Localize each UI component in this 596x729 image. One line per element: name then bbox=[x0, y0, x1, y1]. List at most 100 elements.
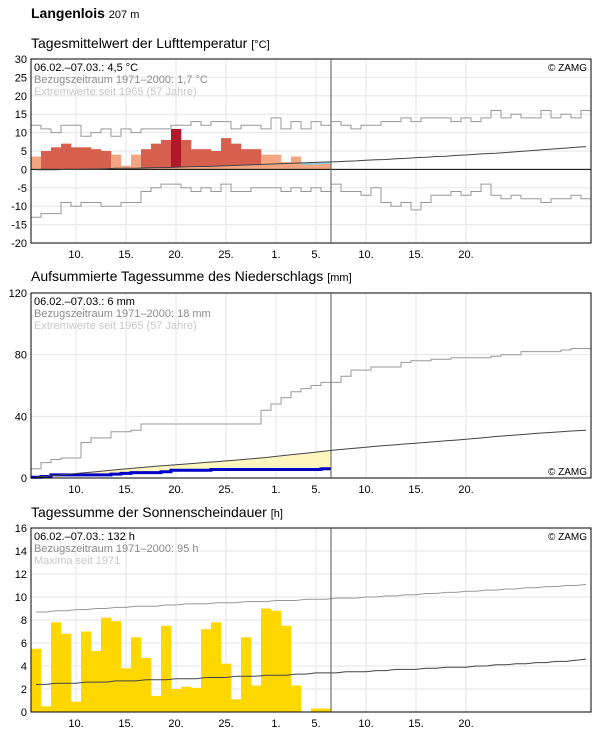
temp-y-tick-label: -10 bbox=[11, 201, 27, 213]
prec-y-tick-label: 40 bbox=[15, 411, 27, 423]
sun-y-tick-label: 14 bbox=[15, 546, 27, 558]
temp-bar-anomaly bbox=[91, 149, 102, 170]
temp-climatology-line bbox=[36, 146, 587, 171]
temp-x-tick-label: 1. bbox=[271, 249, 280, 261]
temp-bar-anomaly bbox=[121, 165, 132, 169]
sun-climatology-line bbox=[36, 658, 587, 685]
temp-x-tick-label: 20. bbox=[168, 249, 183, 261]
temp-bar-base bbox=[271, 163, 282, 170]
sun-bar bbox=[291, 685, 302, 712]
temp-bar-anomaly bbox=[251, 149, 262, 165]
sun-bar bbox=[91, 651, 102, 712]
temp-y-tick-label: -5 bbox=[17, 183, 27, 195]
prec-source-label: © ZAMG bbox=[548, 467, 587, 478]
sun-bar bbox=[311, 708, 322, 712]
station-name: Langenlois bbox=[31, 5, 105, 21]
sun-y-tick-label: 12 bbox=[15, 569, 27, 581]
sunshine-panel-title: Tagessumme der Sonnenscheindauer [h] bbox=[31, 504, 283, 520]
temp-bar-base bbox=[241, 164, 252, 170]
temp-x-tick-label: 5. bbox=[311, 249, 320, 261]
temp-bar-base bbox=[261, 164, 272, 170]
temperature-panel-title: Tagesmittelwert der Lufttemperatur [°C] bbox=[31, 35, 270, 51]
sun-bar bbox=[31, 648, 42, 712]
temp-y-tick-label: 5 bbox=[21, 146, 27, 158]
temperature-title: Tagesmittelwert der Lufttemperatur bbox=[31, 35, 248, 51]
temp-bar-anomaly bbox=[151, 143, 162, 168]
sun-y-tick-label: 8 bbox=[21, 615, 27, 627]
sun-bar bbox=[261, 608, 272, 712]
sunshine-unit: [h] bbox=[270, 508, 283, 520]
sun-x-tick-label: 20. bbox=[458, 718, 473, 729]
prec-x-tick-label: 5. bbox=[311, 484, 320, 496]
sun-legend-reference: Bezugszeitraum 1971–2000: 95 h bbox=[34, 543, 199, 555]
temp-x-tick-label: 20. bbox=[458, 249, 473, 261]
temp-bar-anomaly bbox=[81, 147, 92, 170]
sun-bar bbox=[321, 708, 332, 712]
sun-y-tick-label: 2 bbox=[21, 684, 27, 696]
temp-bar-base bbox=[151, 167, 162, 170]
temp-y-tick-label: 20 bbox=[15, 91, 27, 103]
temp-bar-base bbox=[231, 165, 242, 170]
temp-bar-cold-anomaly bbox=[311, 162, 322, 165]
temp-legend-period: 06.02.–07.03.: 4,5 °C bbox=[34, 62, 138, 74]
sun-x-tick-label: 10. bbox=[358, 718, 373, 729]
sun-bar bbox=[211, 622, 222, 712]
temp-bar-anomaly bbox=[201, 149, 212, 167]
prec-y-tick-label: 120 bbox=[9, 288, 27, 300]
temp-bar-anomaly bbox=[131, 154, 142, 169]
temp-bar-base bbox=[201, 166, 212, 170]
temp-x-tick-label: 25. bbox=[218, 249, 233, 261]
station-header: Langenlois 207 m bbox=[31, 5, 139, 21]
station-altitude: 207 m bbox=[108, 9, 140, 21]
temp-bar-anomaly bbox=[181, 139, 192, 167]
sun-bar bbox=[191, 687, 202, 712]
prec-record-max-line bbox=[31, 348, 591, 470]
temp-bar-base bbox=[291, 163, 302, 170]
temp-bar-anomaly bbox=[191, 149, 202, 167]
temp-y-tick-label: 15 bbox=[15, 109, 27, 121]
temp-y-tick-label: 10 bbox=[15, 128, 27, 140]
temp-bar-anomaly bbox=[291, 156, 302, 164]
sun-plot-border bbox=[30, 527, 592, 713]
temp-x-tick-label: 15. bbox=[408, 249, 423, 261]
prec-x-tick-label: 10. bbox=[358, 484, 373, 496]
precipitation-unit: [mm] bbox=[327, 272, 352, 284]
sun-bar bbox=[131, 637, 142, 712]
sun-bar bbox=[141, 657, 152, 712]
temp-x-tick-label: 10. bbox=[68, 249, 83, 261]
sun-bar bbox=[81, 631, 92, 712]
sun-y-tick-label: 10 bbox=[15, 592, 27, 604]
prec-y-tick-label: 80 bbox=[15, 350, 27, 362]
sun-bar bbox=[41, 706, 52, 712]
prec-x-tick-label: 1. bbox=[271, 484, 280, 496]
temp-bar-cold-anomaly bbox=[301, 162, 312, 165]
temperature-chart: 30 25 20 15 10 5 0 -5 -10 -15 -20 10. 15. 20. 25. 1. 5. 1… bbox=[11, 54, 592, 261]
sun-x-tick-label: 10. bbox=[68, 718, 83, 729]
temp-bar-anomaly bbox=[171, 128, 182, 168]
temp-bar-base bbox=[121, 168, 132, 170]
prec-x-tick-label: 25. bbox=[218, 484, 233, 496]
sun-x-tick-label: 15. bbox=[408, 718, 423, 729]
temp-bar-anomaly bbox=[281, 162, 292, 164]
temp-bar-base bbox=[111, 168, 122, 170]
temp-bar-anomaly bbox=[271, 154, 282, 164]
sunshine-chart: 16 14 12 10 8 6 4 2 0 10. 15. 20. 25. 1. 5. 10. 15. 20. 06… bbox=[15, 523, 592, 729]
sun-bar bbox=[241, 637, 252, 712]
sunshine-title: Tagessumme der Sonnenscheindauer bbox=[31, 504, 267, 520]
temp-legend-extremes: Extremwerte seit 1965 (57 Jahre) bbox=[34, 86, 197, 98]
temp-bar-base bbox=[141, 167, 152, 170]
prec-x-tick-label: 20. bbox=[458, 484, 473, 496]
prec-legend-period: 06.02.–07.03.: 6 mm bbox=[34, 296, 135, 308]
prec-x-tick-label: 20. bbox=[168, 484, 183, 496]
temp-bar-base bbox=[321, 163, 332, 170]
sun-bar bbox=[61, 633, 72, 712]
sun-y-tick-label: 4 bbox=[21, 661, 27, 673]
temp-bar-base bbox=[181, 166, 192, 170]
temp-source-label: © ZAMG bbox=[548, 63, 587, 74]
temp-bar-anomaly bbox=[221, 138, 232, 166]
temp-bar-anomaly bbox=[261, 154, 272, 165]
temp-plot-border bbox=[30, 58, 592, 244]
temp-bar-base bbox=[191, 166, 202, 170]
sun-bar bbox=[221, 663, 232, 712]
sun-bar bbox=[281, 625, 292, 712]
